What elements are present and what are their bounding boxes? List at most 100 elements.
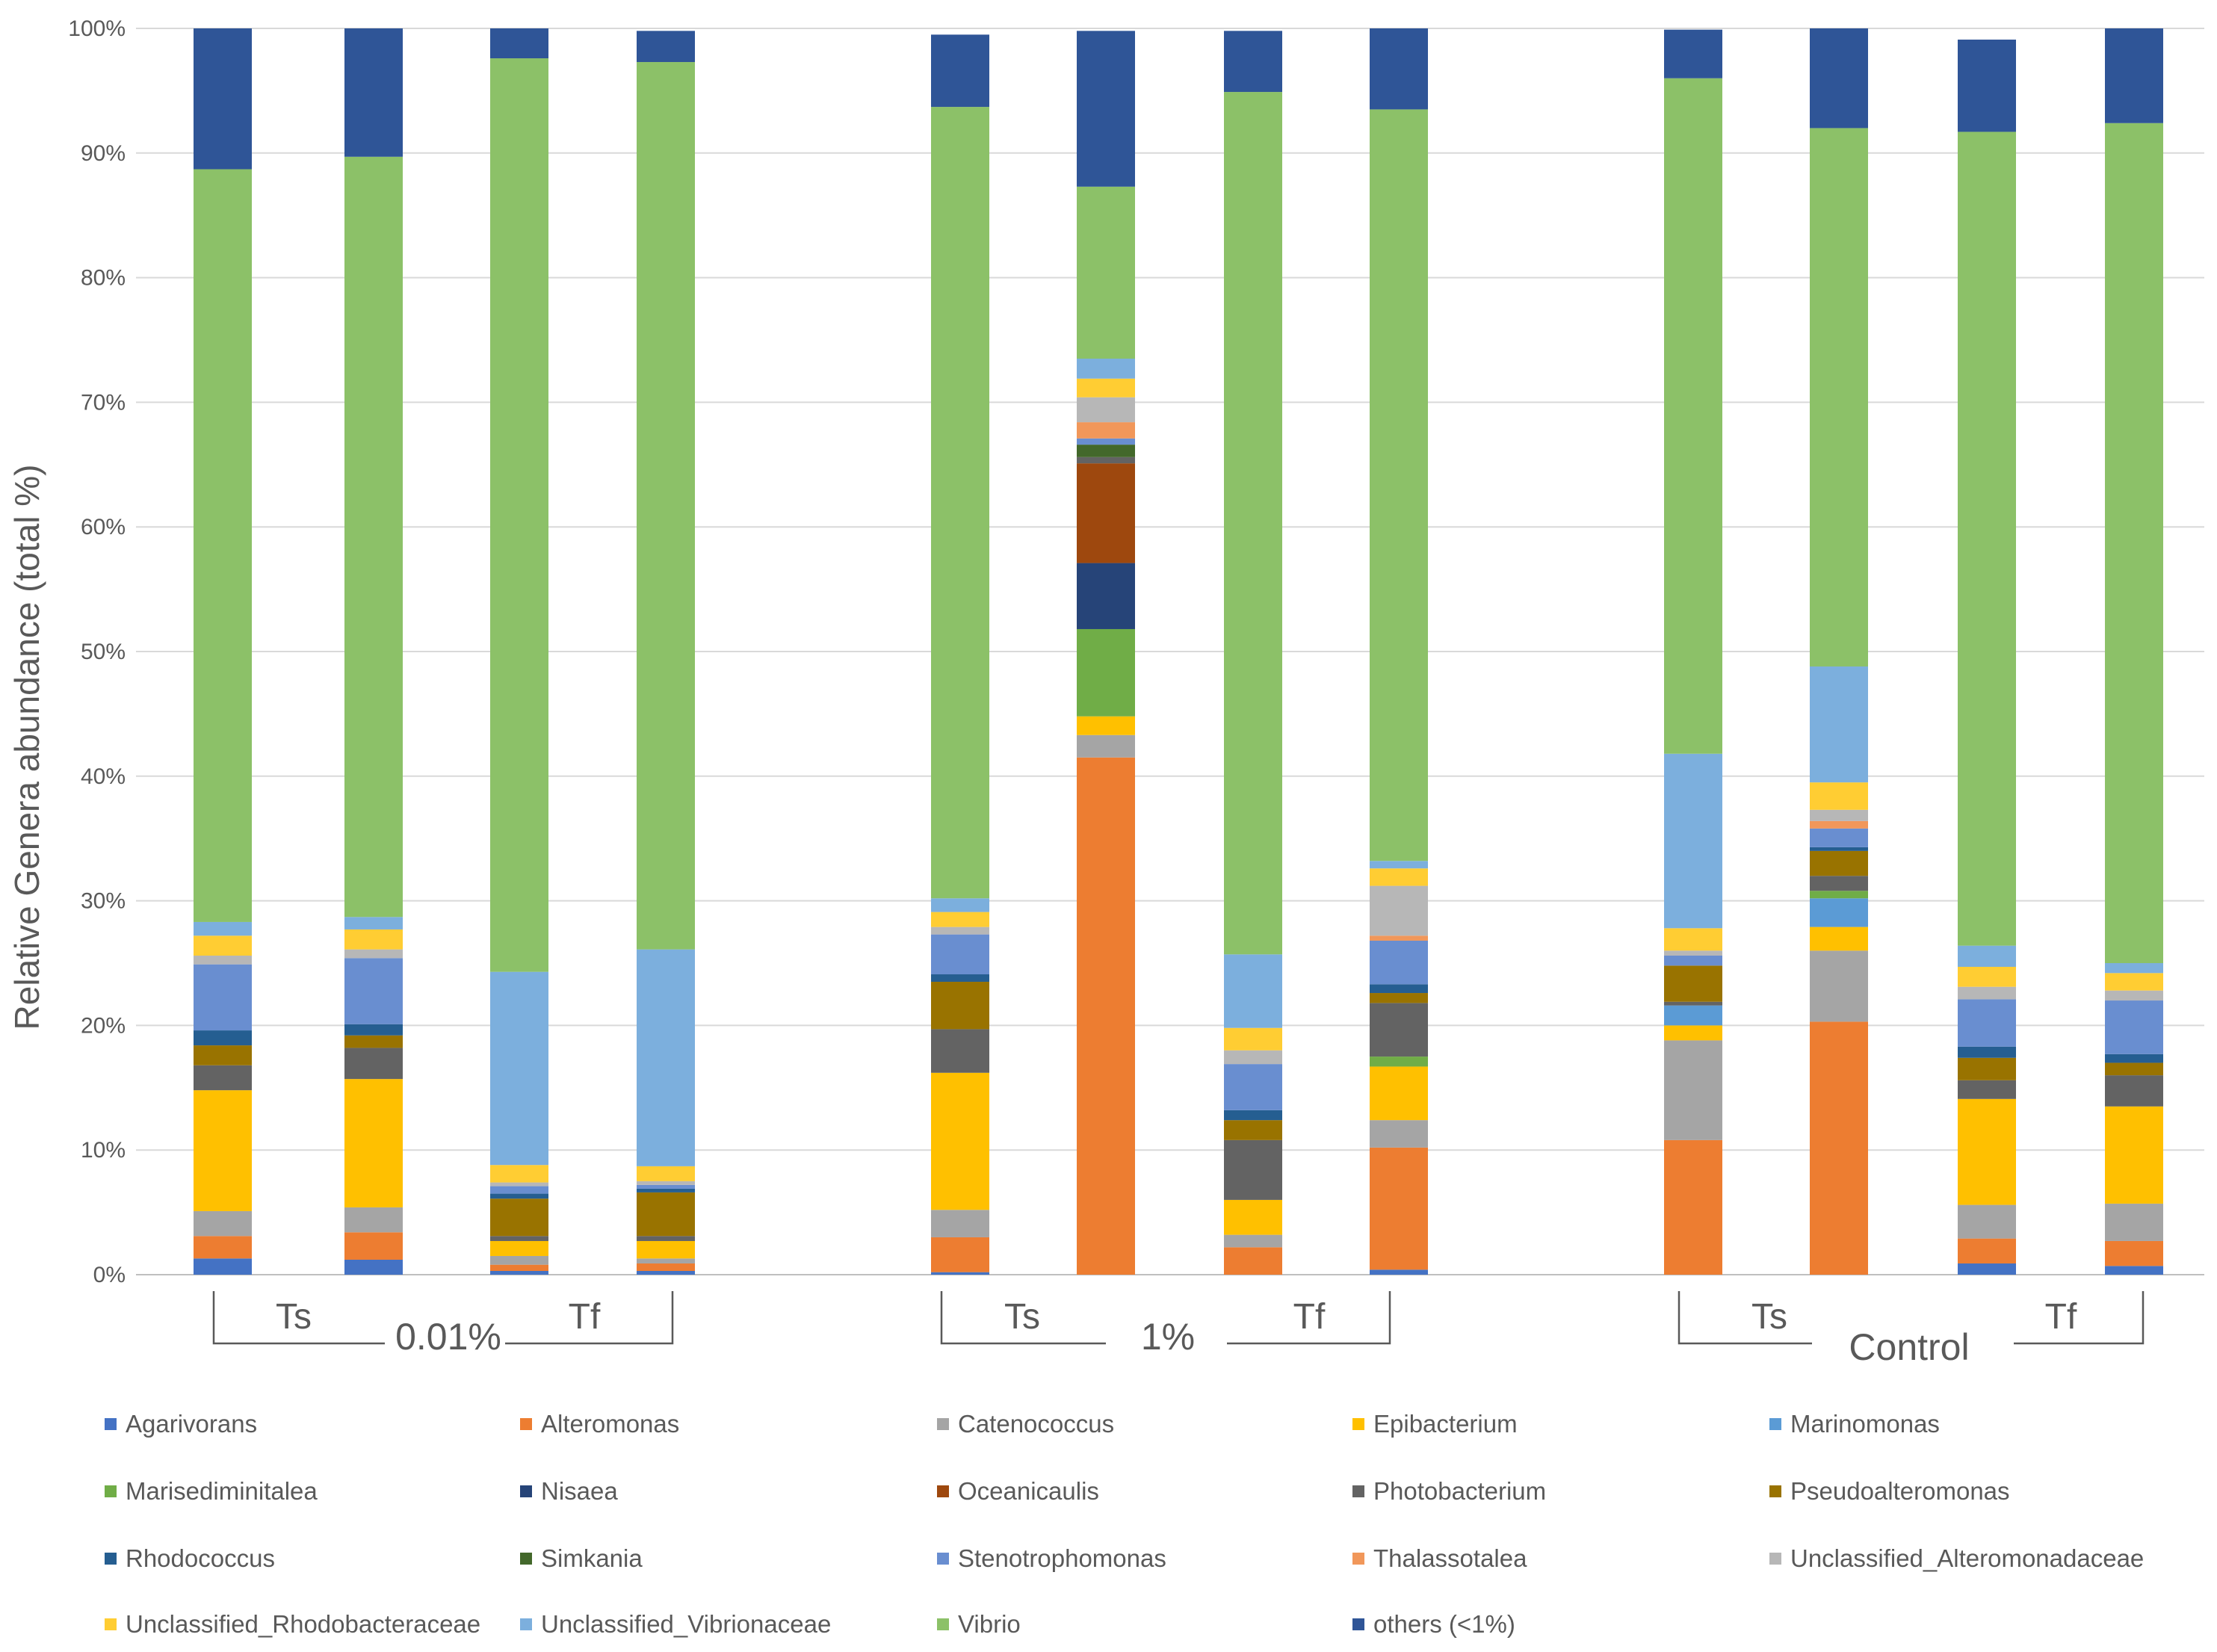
bar-segment	[490, 1240, 548, 1256]
bar-segment	[2105, 1203, 2163, 1241]
bar-segment	[1810, 876, 1868, 891]
bar-segment	[1370, 868, 1428, 886]
bar-segment	[1810, 828, 1868, 847]
y-tick-label: 0%	[93, 1263, 126, 1287]
bar-segment	[1958, 1238, 2016, 1263]
bar-segment	[1664, 928, 1722, 951]
bar-segment	[931, 982, 989, 1030]
bar-segment	[344, 1259, 403, 1275]
legend-swatch	[105, 1418, 117, 1430]
bar-segment	[1810, 782, 1868, 810]
bar-segment	[637, 1181, 695, 1185]
bar-segment	[1664, 1139, 1722, 1275]
bar-segment	[637, 1240, 695, 1259]
bar-segment	[2105, 973, 2163, 991]
bar-segment	[490, 1255, 548, 1265]
bars	[194, 28, 2163, 1275]
legend-label: Alteromonas	[541, 1410, 679, 1438]
bar-segment	[1077, 186, 1135, 359]
subgroup-label: Ts	[1751, 1297, 1787, 1337]
bar-segment	[931, 974, 989, 983]
group-brackets: Ts Tf 0.01% Ts Tf 1% Ts Tf Control	[212, 1291, 2145, 1368]
bar-segment	[344, 1048, 403, 1080]
legend-label: Pseudoalteromonas	[1790, 1477, 2010, 1505]
bar-segment	[490, 58, 548, 972]
bar-stack	[1370, 28, 1428, 1275]
bar-segment	[194, 935, 252, 956]
legend-swatch	[520, 1418, 532, 1430]
legend-item: Alteromonas	[520, 1410, 679, 1438]
bar-stack	[344, 28, 403, 1275]
legend-item: Thalassotalea	[1352, 1544, 1527, 1572]
bar-segment	[344, 1079, 403, 1207]
bar-segment	[1958, 1263, 2016, 1275]
legend: Agarivorans Alteromonas Catenococcus Epibac…	[105, 1410, 2144, 1638]
legend-swatch	[520, 1618, 532, 1630]
group-label: 1%	[1141, 1316, 1195, 1358]
bar-segment	[490, 1270, 548, 1275]
bar-segment	[1664, 955, 1722, 966]
subgroup-label: Tf	[1293, 1297, 1326, 1337]
bar-segment	[194, 28, 252, 170]
bar-segment	[931, 1072, 989, 1210]
legend-item: Unclassified_Alteromonadaceae	[1769, 1544, 2144, 1572]
bar-segment	[490, 1186, 548, 1194]
bracket-line-right	[2014, 1291, 2145, 1345]
y-tick-label: 60%	[81, 515, 126, 539]
bar-segment	[637, 1192, 695, 1237]
bar-segment	[1810, 28, 1868, 129]
legend-label: Agarivorans	[126, 1410, 257, 1438]
legend-item: Stenotrophomonas	[937, 1544, 1166, 1572]
bar-segment	[1077, 757, 1135, 1275]
bar-segment	[1958, 1080, 2016, 1099]
y-tick-label: 50%	[81, 640, 126, 664]
legend-item: Unclassified_Rhodobacteraceae	[105, 1610, 480, 1638]
bar-segment	[1370, 885, 1428, 936]
subgroup-label: Ts	[276, 1297, 312, 1337]
bar-segment	[1370, 993, 1428, 1003]
legend-item: Marisediminitalea	[105, 1477, 318, 1505]
bar-segment	[1077, 359, 1135, 379]
bar-segment	[1224, 1199, 1282, 1235]
bar-segment	[1958, 1098, 2016, 1205]
legend-label: Rhodococcus	[126, 1544, 275, 1572]
bar-segment	[1664, 1025, 1722, 1041]
bar-segment	[490, 1198, 548, 1237]
bar-segment	[1077, 563, 1135, 629]
bar-segment	[1224, 1247, 1282, 1275]
legend-swatch	[1352, 1485, 1364, 1497]
bar-segment	[490, 1182, 548, 1187]
legend-swatch	[937, 1618, 949, 1630]
bar-segment	[1810, 809, 1868, 821]
bar-segment	[1077, 378, 1135, 397]
bar-segment	[490, 1193, 548, 1199]
legend-item: Epibacterium	[1352, 1410, 1518, 1438]
bar-segment	[1077, 31, 1135, 187]
bar-segment	[1224, 954, 1282, 1028]
y-tick-label: 80%	[81, 266, 126, 291]
bar-segment	[490, 1236, 548, 1241]
bar-segment	[1370, 1147, 1428, 1270]
group-bracket: Ts Tf Control	[1678, 1291, 2145, 1368]
bar-segment	[1224, 1027, 1282, 1051]
bar-segment	[194, 1258, 252, 1275]
bar-segment	[931, 1029, 989, 1073]
bar-segment	[1077, 716, 1135, 735]
bar-segment	[1077, 734, 1135, 758]
bar-stack	[1224, 31, 1282, 1275]
legend-item: Rhodococcus	[105, 1544, 275, 1572]
legend-item: Pseudoalteromonas	[1769, 1477, 2010, 1505]
bar-segment	[637, 1166, 695, 1181]
legend-swatch	[1769, 1418, 1781, 1430]
bar-segment	[1664, 950, 1722, 956]
legend-item: Unclassified_Vibrionaceae	[520, 1610, 831, 1638]
legend-label: Oceanicaulis	[958, 1477, 1099, 1505]
bar-segment	[2105, 1075, 2163, 1107]
bar-segment	[1664, 753, 1722, 929]
bar-segment	[1810, 847, 1868, 851]
bar-segment	[1810, 898, 1868, 927]
bar-segment	[344, 929, 403, 950]
group-label: 0.01%	[395, 1316, 501, 1358]
bar-segment	[1370, 861, 1428, 869]
